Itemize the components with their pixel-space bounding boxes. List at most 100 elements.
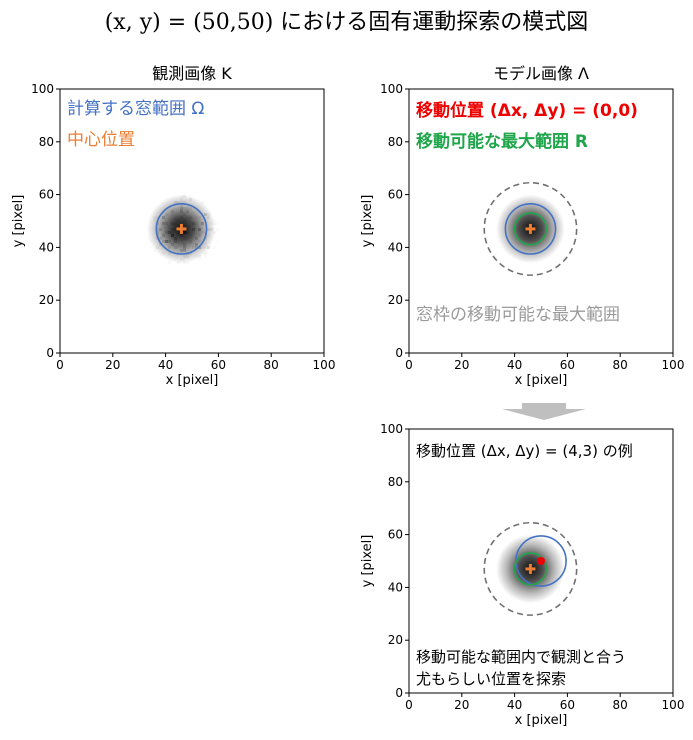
noise-pixel xyxy=(195,255,198,258)
noise-pixel xyxy=(195,243,198,246)
noise-pixel xyxy=(168,246,171,249)
noise-pixel xyxy=(168,252,171,255)
noise-pixel xyxy=(198,255,201,258)
example-header: 移動位置 (Δx, Δy) = (4,3) の例 xyxy=(416,442,633,460)
noise-pixel xyxy=(165,240,168,243)
noise-pixel xyxy=(183,255,186,258)
model-range-circle xyxy=(513,212,548,246)
noise-pixel xyxy=(183,192,186,195)
noise-pixel xyxy=(195,243,198,246)
noise-pixel xyxy=(183,246,186,249)
noise-pixel xyxy=(204,243,207,246)
noise-pixel xyxy=(180,204,183,207)
noise-pixel xyxy=(177,201,180,204)
noise-pixel xyxy=(198,246,201,249)
noise-pixel xyxy=(189,240,192,243)
noise-pixel xyxy=(207,246,210,249)
noise-pixel xyxy=(168,231,171,234)
noise-pixel xyxy=(192,222,195,225)
noise-pixel xyxy=(180,195,183,198)
noise-pixel xyxy=(180,216,183,219)
noise-pixel xyxy=(162,216,165,219)
model-window-circle xyxy=(504,203,557,255)
noise-pixel xyxy=(180,234,183,237)
noise-pixel xyxy=(207,228,210,231)
noise-pixel xyxy=(195,246,198,249)
y-tick-label: 40 xyxy=(388,580,403,594)
x-tick-label: 80 xyxy=(613,358,628,372)
noise-pixel xyxy=(198,246,201,249)
noise-pixel xyxy=(186,216,189,219)
noise-pixel xyxy=(162,201,165,204)
noise-pixel xyxy=(183,207,186,210)
noise-pixel xyxy=(177,207,180,210)
noise-pixel xyxy=(201,222,204,225)
y-tick-label: 20 xyxy=(39,293,54,307)
y-tick-label: 0 xyxy=(395,686,403,700)
noise-pixel xyxy=(171,255,174,258)
model-image-panel: 移動位置 (Δx, Δy) = (0,0) 移動可能な最大範囲 R 窓枠の移動可… xyxy=(360,82,684,388)
y-tick-label: 80 xyxy=(39,135,54,149)
down-arrow xyxy=(502,403,586,420)
noise-pixel xyxy=(150,213,153,216)
noise-pixel xyxy=(174,216,177,219)
noise-pixel xyxy=(198,216,201,219)
x-tick-label: 20 xyxy=(454,698,469,712)
noise-pixel xyxy=(192,240,195,243)
noise-pixel xyxy=(195,216,198,219)
noise-pixel xyxy=(165,222,168,225)
noise-pixel xyxy=(180,201,183,204)
x-tick-label: 100 xyxy=(313,358,336,372)
noise-pixel xyxy=(171,210,174,213)
noise-pixel xyxy=(186,207,189,210)
legend-center: 中心位置 xyxy=(67,130,135,150)
y-tick-label: 100 xyxy=(380,422,403,436)
noise-pixel xyxy=(153,216,156,219)
x-tick-label: 100 xyxy=(662,698,685,712)
y-tick-label: 40 xyxy=(39,240,54,254)
noise-pixel xyxy=(153,249,156,252)
noise-pixel xyxy=(201,258,204,261)
example-note-line1: 移動可能な範囲内で観測と合う xyxy=(416,648,626,666)
noise-pixel xyxy=(183,231,186,234)
noise-pixel xyxy=(210,204,213,207)
x-tick-label: 60 xyxy=(560,698,575,712)
x-tick-label: 0 xyxy=(56,358,64,372)
y-tick-label: 20 xyxy=(388,293,403,307)
noise-pixel xyxy=(159,237,162,240)
noise-pixel xyxy=(174,222,177,225)
noise-pixel xyxy=(189,252,192,255)
noise-pixel xyxy=(168,201,171,204)
noise-pixel xyxy=(147,237,150,240)
noise-pixel xyxy=(168,231,171,234)
noise-pixel xyxy=(210,228,213,231)
noise-pixel xyxy=(192,222,195,225)
example-max-window-circle xyxy=(483,521,578,616)
noise-pixel xyxy=(153,228,156,231)
max-window-note: 窓枠の移動可能な最大範囲 xyxy=(416,305,620,325)
noise-pixel xyxy=(186,237,189,240)
x-tick-label: 20 xyxy=(105,358,120,372)
noise-pixel xyxy=(183,258,186,261)
noise-pixel xyxy=(213,222,216,225)
noise-pixel xyxy=(162,258,165,261)
noise-pixel xyxy=(183,213,186,216)
noise-pixel xyxy=(207,234,210,237)
y-tick-label: 0 xyxy=(395,346,403,360)
example-axes: 00 20 20 40 40 60 60 80 80 100 100 x [pixel] y [pixe… xyxy=(360,422,684,728)
model-max-window-circle xyxy=(483,181,578,276)
noise-pixel xyxy=(198,240,201,243)
noise-pixel xyxy=(174,240,177,243)
noise-pixel xyxy=(165,231,168,234)
noise-pixel xyxy=(174,246,177,249)
legend-shift: 移動位置 (Δx, Δy) = (0,0) xyxy=(416,100,638,121)
noise-pixel xyxy=(165,201,168,204)
noise-pixel xyxy=(183,261,186,264)
noise-pixel xyxy=(156,228,159,231)
noise-pixel xyxy=(180,210,183,213)
noise-pixel xyxy=(198,198,201,201)
x-tick-label: 80 xyxy=(613,698,628,712)
noise-pixel xyxy=(165,240,168,243)
noise-pixel xyxy=(183,219,186,222)
noise-pixel xyxy=(147,228,150,231)
